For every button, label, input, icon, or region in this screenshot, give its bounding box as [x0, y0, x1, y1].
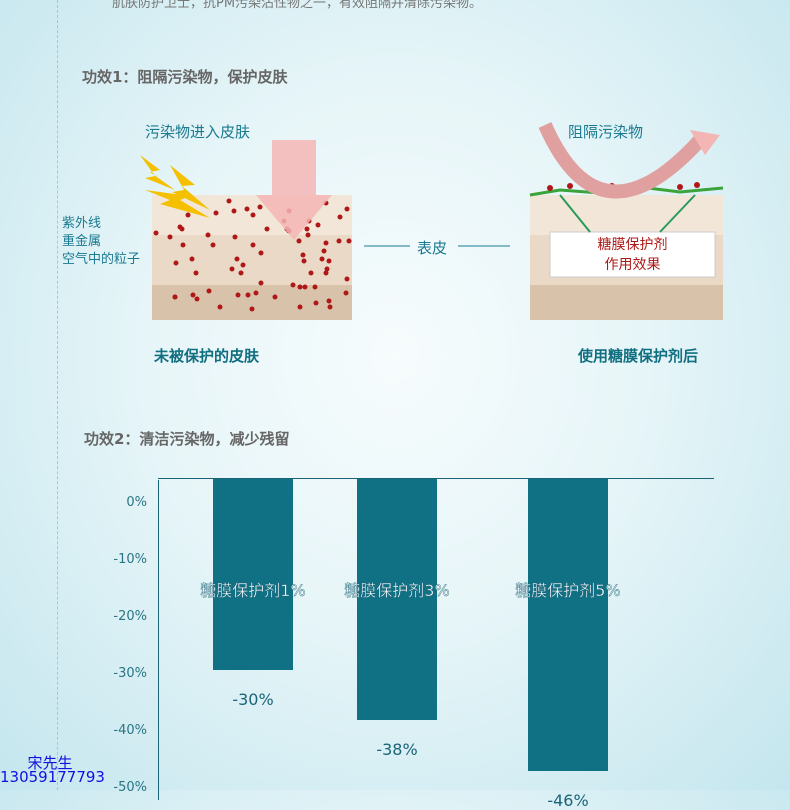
effect-line: 糖膜保护剂 — [597, 237, 668, 253]
y-tick: -20% — [113, 609, 147, 624]
bar-label: 糖膜保护剂3% — [344, 581, 450, 600]
effect-box: 糖膜保护剂 作用效果 — [550, 235, 715, 275]
section1-title: 功效1：阻隔污染物，保护皮肤 — [82, 68, 288, 86]
right-caption: 使用糖膜保护剂后 — [578, 347, 699, 365]
chart-y-axis — [158, 480, 159, 800]
left-caption: 未被保护的皮肤 — [154, 347, 260, 365]
value-label: -46% — [547, 791, 589, 810]
source: 重金属 — [62, 234, 102, 249]
value-label: -30% — [232, 689, 274, 709]
bar — [528, 479, 608, 772]
pollution-sources: 紫外线 重金属 空气中的粒子 — [62, 215, 140, 269]
skin-diagram — [140, 122, 724, 320]
source: 紫外线 — [62, 216, 102, 231]
effect-line: 作用效果 — [604, 257, 661, 273]
left-arrow-label: 污染物进入皮肤 — [145, 123, 251, 141]
divider — [57, 0, 58, 790]
y-tick: -30% — [113, 666, 147, 681]
contact-name: 宋先生 — [27, 754, 73, 772]
bar — [357, 479, 437, 721]
curved-arrow-icon — [538, 122, 706, 199]
value-label: -38% — [376, 740, 418, 760]
y-tick: -10% — [113, 552, 147, 567]
bar — [213, 479, 293, 670]
contact-phone: 13059177793 — [0, 768, 105, 786]
epidermis-label: 表皮 — [417, 239, 448, 257]
source: 空气中的粒子 — [62, 252, 141, 267]
bar-label: 糖膜保护剂5% — [515, 581, 621, 600]
arrow-down-icon — [256, 140, 332, 240]
bar-label: 糖膜保护剂1% — [200, 581, 306, 600]
chart-top-axis — [158, 478, 714, 479]
section2-title: 功效2：清洁污染物，减少残留 — [84, 430, 290, 448]
y-tick: 0% — [126, 495, 147, 510]
y-tick: -40% — [113, 723, 147, 738]
intro-text: 肌肤防护卫士，抗PM污染沾性物之一，有效阻隔并清除污染物。 — [112, 0, 483, 11]
lightning-icon — [140, 155, 175, 190]
right-arrow-label: 阻隔污染物 — [568, 123, 644, 141]
